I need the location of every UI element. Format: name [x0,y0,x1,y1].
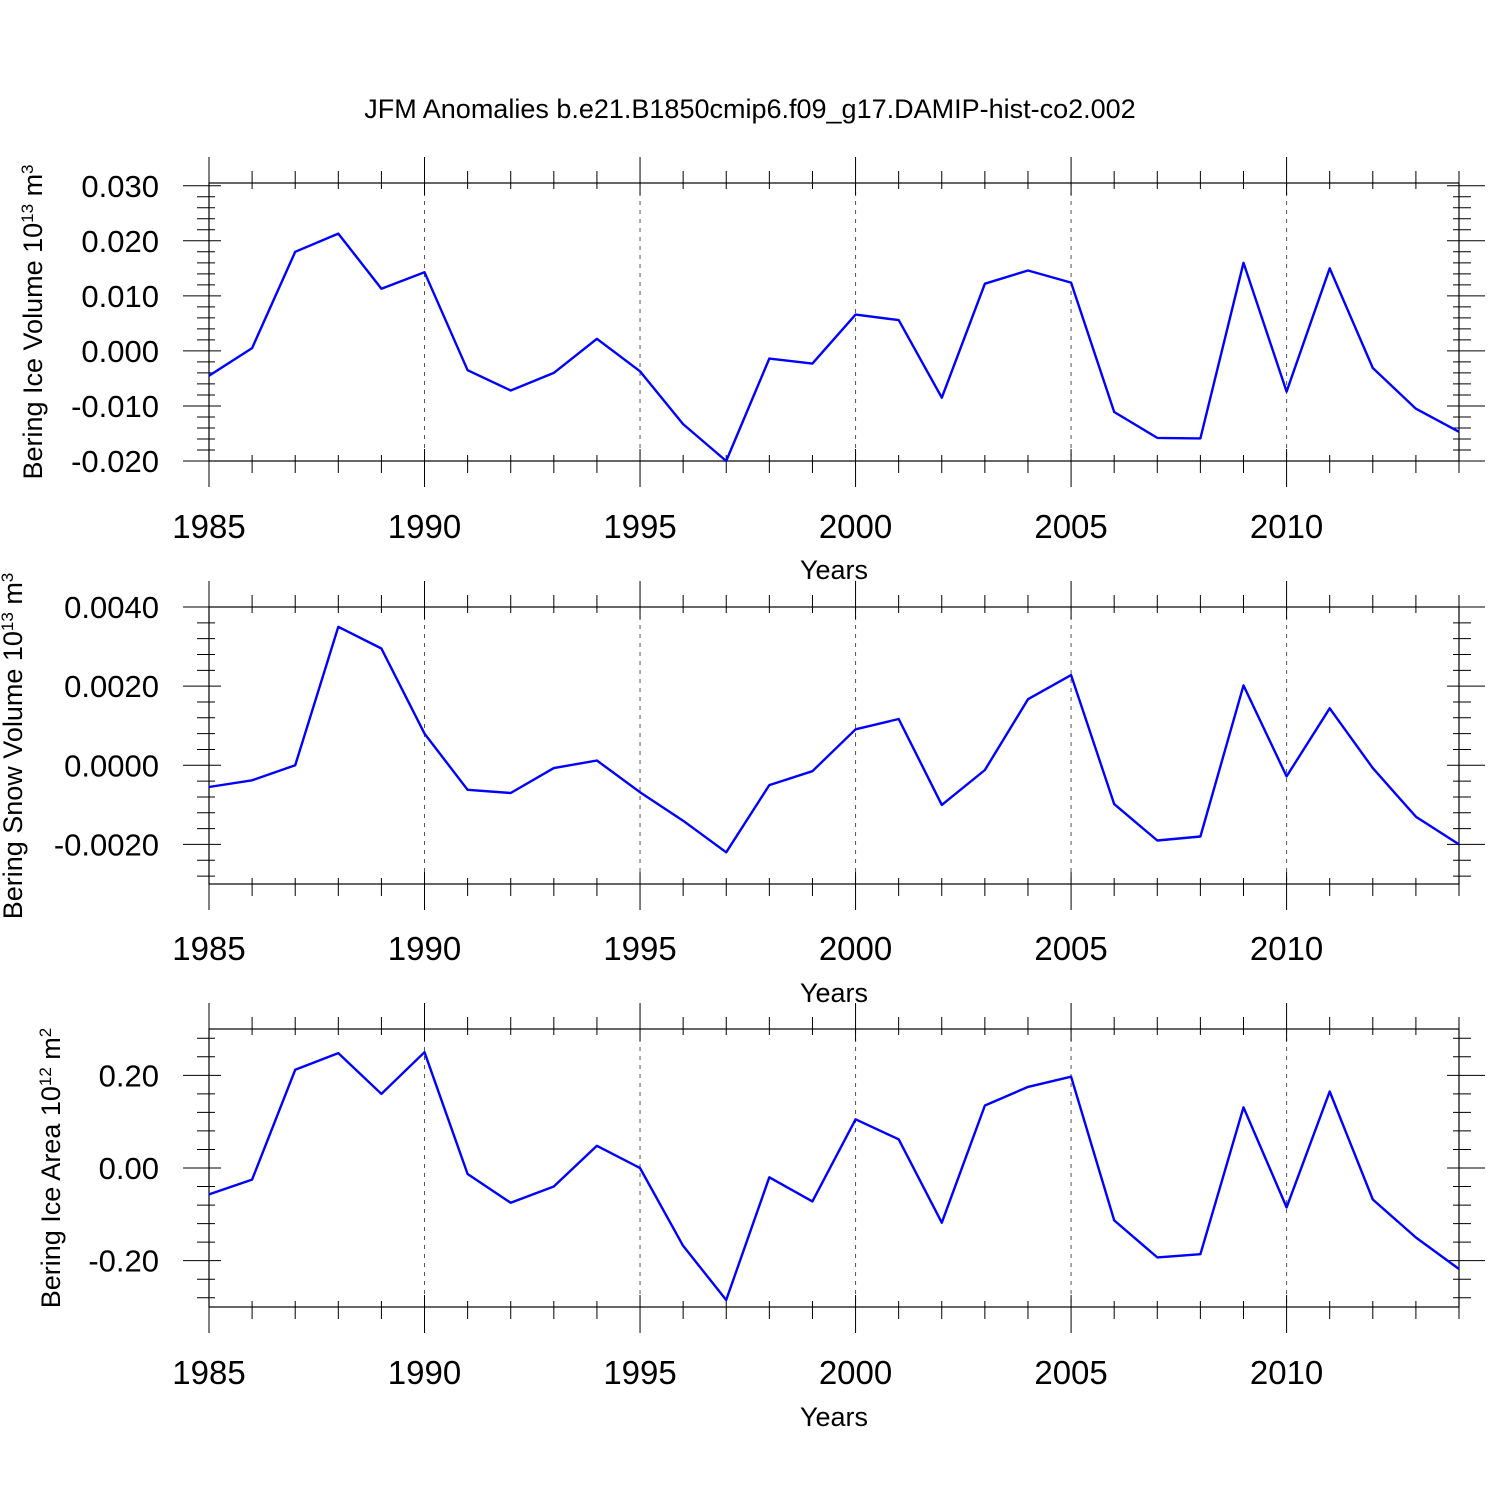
y-axis-label-text: m [18,174,48,204]
y-tick-label: 0.20 [99,1058,159,1093]
y-axis-label-superscript: 3 [18,164,37,173]
y-tick-label: 0.010 [81,279,159,314]
y-axis-label: Bering Snow Volume 1013 m3 [0,573,28,920]
x-tick-label: 1985 [172,508,245,545]
plot-frame [208,606,1460,885]
y-tick-label: 0.00 [99,1151,159,1186]
x-tick-label: 2000 [819,1354,892,1391]
x-axis-label: Years [800,555,868,585]
y-tick-label: -0.0020 [54,827,159,862]
y-axis-label-text: m [0,582,28,612]
chart-title: JFM Anomalies b.e21.B1850cmip6.f09_g17.D… [364,94,1135,124]
x-tick-label: 2010 [1250,508,1323,545]
x-tick-label: 2005 [1034,1354,1107,1391]
x-tick-label: 2005 [1034,508,1107,545]
y-tick-label: 0.020 [81,224,159,259]
x-axis-label: Years [800,1402,868,1432]
y-tick-label: 0.0020 [64,669,159,704]
panel-snow-volume: 1985 1990 1995 2000 2005 2010 -0.0020 0.0000 0.0… [0,573,1485,1008]
y-tick-label: 0.000 [81,334,159,369]
y-tick-label: 0.0040 [64,590,159,625]
plot-frame [208,1028,1460,1308]
x-tick-label: 1985 [172,1354,245,1391]
x-tick-label: 1990 [388,508,461,545]
x-tick-label: 1990 [388,930,461,967]
y-tick-label: 0.030 [81,169,159,204]
y-axis-label-text: Bering Snow Volume 10 [0,631,28,919]
y-tick-label: -0.20 [88,1244,159,1279]
y-axis-label-text: m [36,1037,66,1067]
plot-frame [208,182,1460,462]
y-axis-label-superscript: 3 [0,573,17,582]
y-axis-label-superscript: 12 [36,1067,55,1086]
panel-ice-volume: 1985 1990 1995 2000 2005 2010 -0.020 -0.010 0.00… [18,157,1485,585]
x-tick-label: 2000 [819,508,892,545]
x-tick-label: 1985 [172,930,245,967]
x-tick-label: 1995 [603,1354,676,1391]
x-tick-label: 1995 [603,508,676,545]
x-tick-label: 2010 [1250,930,1323,967]
series-line [208,1050,1460,1302]
x-axis-label: Years [800,978,868,1008]
x-tick-label: 2000 [819,930,892,967]
y-tick-label: 0.0000 [64,748,159,783]
y-axis-label: Bering Ice Area 1012 m2 [36,1028,66,1309]
x-tick-label: 1990 [388,1354,461,1391]
y-tick-label: -0.020 [71,444,159,479]
y-axis-label-superscript: 13 [18,204,37,223]
panel-ice-area: 1985 1990 1995 2000 2005 2010 -0.20 0.00 0.20 Ber… [36,1003,1485,1432]
y-axis-label-superscript: 13 [0,612,17,631]
x-tick-label: 2010 [1250,1354,1323,1391]
series-line [208,232,1460,463]
x-tick-label: 1995 [603,930,676,967]
y-axis-label-text: Bering Ice Area 10 [36,1086,66,1308]
y-axis-label: Bering Ice Volume 1013 m3 [18,164,48,479]
y-axis-label-superscript: 2 [36,1028,55,1037]
y-tick-label: -0.010 [71,389,159,424]
y-axis-label-text: Bering Ice Volume 10 [18,223,48,480]
x-tick-label: 2005 [1034,930,1107,967]
series-line [208,625,1460,854]
